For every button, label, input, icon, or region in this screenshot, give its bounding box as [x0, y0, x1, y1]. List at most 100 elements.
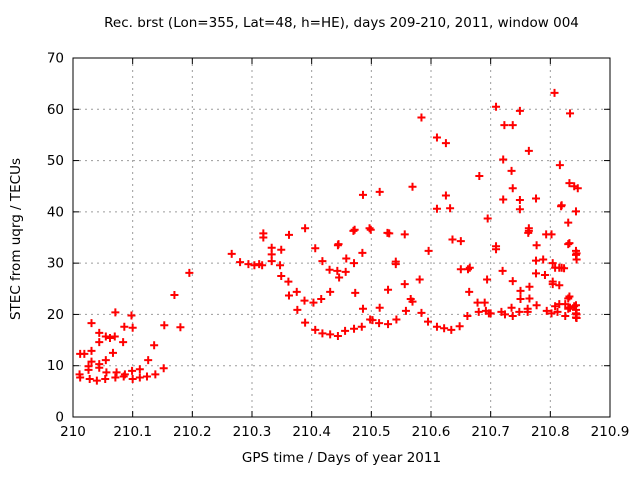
data-point-marker [542, 306, 551, 315]
data-point-marker [277, 271, 286, 280]
data-point-marker [525, 282, 534, 291]
data-point-marker [408, 297, 417, 306]
data-point-marker [465, 287, 474, 296]
y-tick-label: 20 [47, 307, 64, 323]
data-point-marker [560, 264, 569, 273]
data-point-marker [525, 294, 534, 303]
data-point-marker [335, 273, 344, 282]
data-point-marker [432, 322, 441, 331]
data-point-marker [508, 121, 517, 130]
data-point-marker [515, 196, 524, 205]
data-point-marker [565, 239, 574, 248]
data-point-marker [385, 229, 394, 238]
data-point-marker [325, 265, 334, 274]
x-tick-label: 210.8 [531, 424, 570, 440]
data-point-marker [120, 322, 129, 331]
data-point-marker [317, 295, 326, 304]
data-point-marker [358, 248, 367, 257]
x-tick-label: 210.7 [471, 424, 510, 440]
x-tick-label: 210.3 [233, 424, 272, 440]
data-point-marker [333, 266, 342, 275]
data-point-marker [480, 298, 489, 307]
data-point-marker [357, 322, 366, 331]
data-point-marker [309, 298, 318, 307]
data-point-marker [432, 133, 441, 142]
data-point-marker [456, 265, 465, 274]
data-point-marker [267, 250, 276, 259]
y-tick-label: 0 [55, 410, 64, 426]
data-point-marker [516, 286, 525, 295]
data-point-marker [566, 303, 575, 312]
grid-lines [73, 58, 610, 417]
data-point-marker [236, 258, 245, 267]
data-point-marker [400, 280, 409, 289]
data-point-marker [561, 311, 570, 320]
data-point-marker [432, 204, 441, 213]
x-tick-label: 210.5 [352, 424, 391, 440]
data-point-marker [441, 139, 450, 148]
data-point-marker [326, 287, 335, 296]
data-point-marker [532, 269, 541, 278]
data-point-marker [515, 307, 524, 316]
data-point-marker [120, 370, 129, 379]
data-point-marker [463, 265, 472, 274]
data-point-marker [301, 224, 310, 233]
data-point-marker [284, 277, 293, 286]
data-point-marker [474, 307, 483, 316]
data-point-marker [548, 259, 557, 268]
data-point-marker [350, 259, 359, 268]
x-tick-label: 210.4 [292, 424, 331, 440]
data-point-marker [548, 280, 557, 289]
chart-title: Rec. brst (Lon=355, Lat=48, h=HE), days … [104, 15, 579, 31]
data-point-marker [342, 254, 351, 263]
data-point-marker [483, 214, 492, 223]
data-point-marker [516, 295, 525, 304]
data-point-marker [508, 311, 517, 320]
data-point-marker [539, 255, 548, 264]
data-point-marker [565, 292, 574, 301]
axis-ticks [72, 57, 611, 418]
data-point-marker [292, 287, 301, 296]
data-point-marker [463, 311, 472, 320]
data-point-marker [486, 309, 495, 318]
x-tick-label: 210 [60, 424, 86, 440]
data-point-marker [507, 303, 516, 312]
data-point-marker [571, 207, 580, 216]
data-point-marker [417, 308, 426, 317]
data-point-marker [492, 245, 501, 254]
data-point-marker [550, 88, 559, 97]
data-point-marker [170, 290, 179, 299]
data-points [75, 88, 582, 385]
data-point-marker [128, 323, 137, 332]
data-point-marker [85, 375, 94, 384]
data-point-marker [144, 356, 153, 365]
data-point-marker [150, 341, 159, 350]
data-point-marker [135, 365, 144, 374]
data-point-marker [311, 244, 320, 253]
data-point-marker [108, 348, 117, 357]
data-point-marker [318, 329, 327, 338]
data-point-marker [492, 102, 501, 111]
data-point-marker [523, 307, 532, 316]
data-point-marker [111, 373, 120, 382]
data-point-marker [532, 241, 541, 250]
data-point-marker [160, 321, 169, 330]
data-point-marker [92, 376, 101, 385]
data-point-marker [267, 257, 276, 266]
data-point-marker [500, 121, 509, 130]
x-axis-label: GPS time / Days of year 2011 [241, 450, 442, 466]
plot-border [72, 57, 611, 418]
data-point-marker [119, 338, 128, 347]
data-point-marker [447, 325, 456, 334]
data-point-marker [375, 303, 384, 312]
y-tick-label: 60 [47, 102, 64, 118]
data-point-marker [142, 372, 151, 381]
data-point-marker [284, 291, 293, 300]
y-tick-label: 30 [47, 256, 64, 272]
data-point-marker [111, 308, 120, 317]
data-point-marker [267, 243, 276, 252]
data-point-marker [392, 315, 401, 324]
data-point-marker [441, 191, 450, 200]
data-point-marker [368, 316, 377, 325]
